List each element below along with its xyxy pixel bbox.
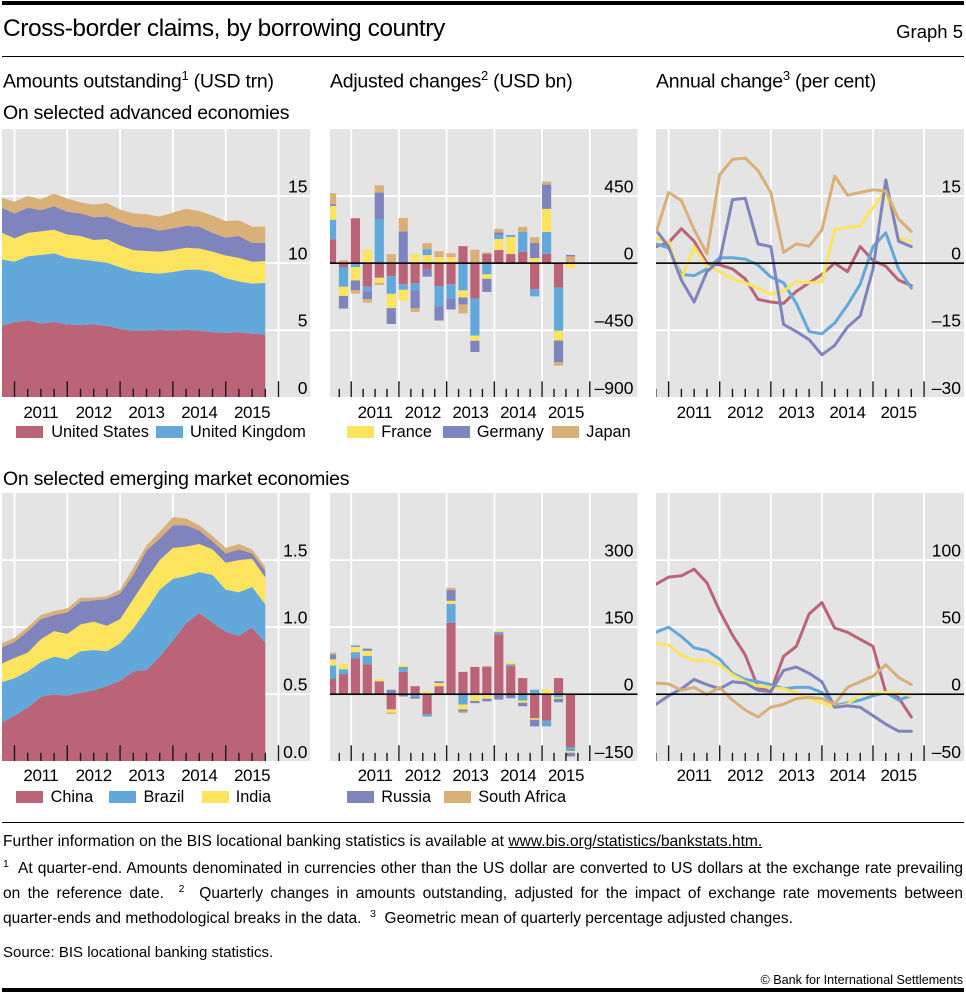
svg-text:150: 150 [604,607,633,627]
svg-text:450: 450 [604,177,633,197]
svg-text:10: 10 [288,244,308,264]
svg-text:–150: –150 [595,741,634,760]
svg-text:–50: –50 [932,741,961,760]
svg-text:–15: –15 [932,311,961,331]
svg-text:15: 15 [942,177,961,197]
svg-text:0: 0 [951,244,961,264]
svg-text:–900: –900 [595,378,634,397]
svg-text:0.0: 0.0 [283,741,308,760]
svg-text:0: 0 [624,244,634,264]
svg-text:–30: –30 [932,378,961,397]
svg-text:100: 100 [932,540,961,560]
svg-text:5: 5 [298,311,308,331]
svg-text:15: 15 [288,177,307,197]
svg-text:0.5: 0.5 [283,674,307,694]
svg-text:1.5: 1.5 [283,540,307,560]
svg-text:0: 0 [624,674,634,694]
svg-text:0: 0 [298,378,308,397]
svg-text:1.0: 1.0 [283,607,308,627]
svg-text:0: 0 [951,674,961,694]
svg-text:300: 300 [604,540,633,560]
svg-text:50: 50 [942,607,962,627]
svg-text:–450: –450 [595,311,634,331]
